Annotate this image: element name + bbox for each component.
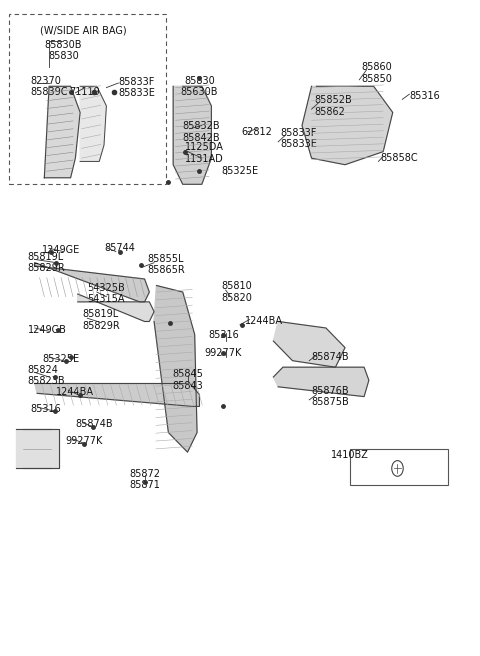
Text: (W/SIDE AIR BAG): (W/SIDE AIR BAG) xyxy=(39,26,126,36)
Text: 85832B
85842B: 85832B 85842B xyxy=(183,121,220,143)
Polygon shape xyxy=(154,285,197,452)
Text: 85316: 85316 xyxy=(208,329,239,340)
Polygon shape xyxy=(78,294,154,321)
Text: 99277K: 99277K xyxy=(66,436,103,446)
Polygon shape xyxy=(302,87,393,165)
Text: 85819L
85829R: 85819L 85829R xyxy=(83,310,120,331)
Polygon shape xyxy=(80,87,107,161)
Polygon shape xyxy=(35,384,199,406)
Text: 85316: 85316 xyxy=(30,404,61,414)
Polygon shape xyxy=(44,87,80,178)
Polygon shape xyxy=(16,429,59,468)
Polygon shape xyxy=(35,262,149,302)
Text: 1244BA: 1244BA xyxy=(245,316,283,327)
Polygon shape xyxy=(274,321,345,367)
Polygon shape xyxy=(173,87,211,184)
Text: 85833F
85833E: 85833F 85833E xyxy=(281,128,317,150)
Text: 85855L
85865R: 85855L 85865R xyxy=(147,254,185,276)
Text: 85872
85871: 85872 85871 xyxy=(129,469,160,490)
Text: 85858C: 85858C xyxy=(381,153,419,163)
Text: 71119: 71119 xyxy=(70,87,100,96)
Text: 85744: 85744 xyxy=(104,243,135,253)
Text: 85852B
85862: 85852B 85862 xyxy=(314,95,352,117)
Text: 62812: 62812 xyxy=(241,127,272,137)
Text: 85874B: 85874B xyxy=(312,352,349,362)
Text: 85824
85823B: 85824 85823B xyxy=(28,365,65,386)
Text: 1410BZ: 1410BZ xyxy=(331,451,369,461)
Text: 1244BA: 1244BA xyxy=(56,387,94,397)
Text: 54325B
54315A: 54325B 54315A xyxy=(87,283,125,304)
Text: 85325E: 85325E xyxy=(221,166,258,176)
Text: 85810
85820: 85810 85820 xyxy=(221,281,252,303)
Text: 85830
85630B: 85830 85630B xyxy=(180,75,218,97)
Text: 82370
85839C: 82370 85839C xyxy=(30,75,68,97)
Text: 85819L
85829R: 85819L 85829R xyxy=(28,252,65,274)
Text: 85830B
85830: 85830B 85830 xyxy=(45,39,82,61)
Text: 1125DA
1131AD: 1125DA 1131AD xyxy=(185,142,224,164)
Text: 85876B
85875B: 85876B 85875B xyxy=(312,386,349,407)
Text: 85325E: 85325E xyxy=(42,354,79,363)
Text: 85833F
85833E: 85833F 85833E xyxy=(118,77,155,98)
Text: 85874B: 85874B xyxy=(75,419,113,429)
Text: 99277K: 99277K xyxy=(204,348,242,358)
Text: 85316: 85316 xyxy=(409,91,440,101)
Polygon shape xyxy=(274,367,369,397)
Text: 1249GE: 1249GE xyxy=(42,245,80,255)
Text: 1249GB: 1249GB xyxy=(28,325,67,335)
Text: 85845
85843: 85845 85843 xyxy=(172,369,203,391)
Text: 85860
85850: 85860 85850 xyxy=(362,62,393,84)
